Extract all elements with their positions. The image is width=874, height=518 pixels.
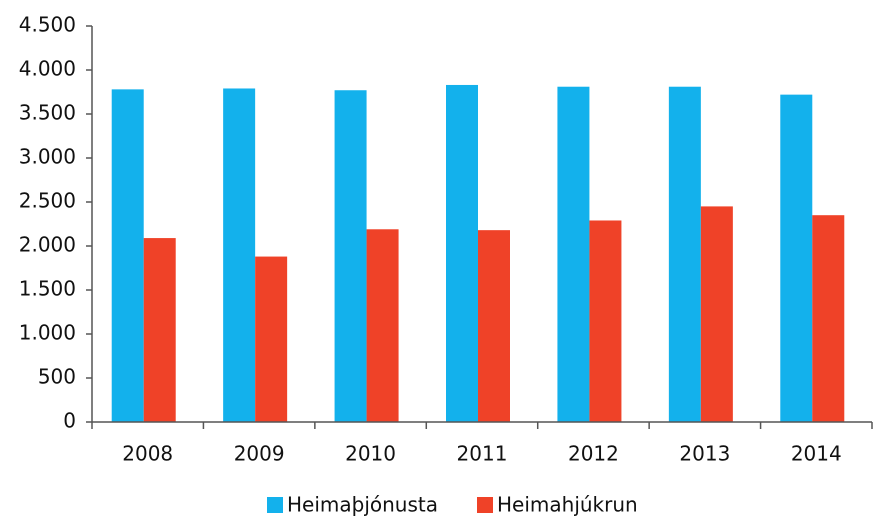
legend-label: Heimahjúkrun: [497, 493, 638, 517]
bar: [111, 89, 144, 423]
bar: [812, 215, 845, 422]
y-tick-label: 3.500: [19, 101, 76, 125]
bar: [446, 84, 478, 423]
bar: [478, 230, 510, 422]
x-tick-label: 2014: [791, 442, 842, 466]
bar: [780, 94, 813, 422]
bar: [255, 256, 288, 422]
y-tick-label: 2.500: [19, 189, 76, 213]
y-tick-label: 1.500: [19, 277, 76, 301]
x-tick-label: 2009: [234, 442, 285, 466]
y-tick-label: 4.000: [19, 57, 76, 81]
bar: [589, 220, 622, 422]
legend-swatch: [477, 497, 493, 513]
bar: [334, 90, 367, 423]
bar: [668, 86, 701, 422]
y-tick-label: 500: [38, 365, 76, 389]
bar: [366, 229, 399, 422]
y-tick-label: 0: [63, 409, 76, 433]
x-tick-label: 2008: [122, 442, 173, 466]
y-tick-label: 1.000: [19, 321, 76, 345]
y-tick-label: 2.000: [19, 233, 76, 257]
y-tick-label: 3.000: [19, 145, 76, 169]
bar: [143, 238, 176, 422]
x-tick-label: 2012: [568, 442, 619, 466]
x-tick-label: 2011: [457, 442, 508, 466]
bar: [557, 86, 590, 422]
bar: [223, 88, 256, 422]
legend-swatch: [267, 497, 283, 513]
x-tick-label: 2013: [679, 442, 730, 466]
legend-label: Heimaþjónusta: [287, 493, 438, 517]
x-tick-label: 2010: [345, 442, 396, 466]
y-tick-label: 4.500: [19, 13, 76, 37]
bar: [700, 206, 733, 422]
